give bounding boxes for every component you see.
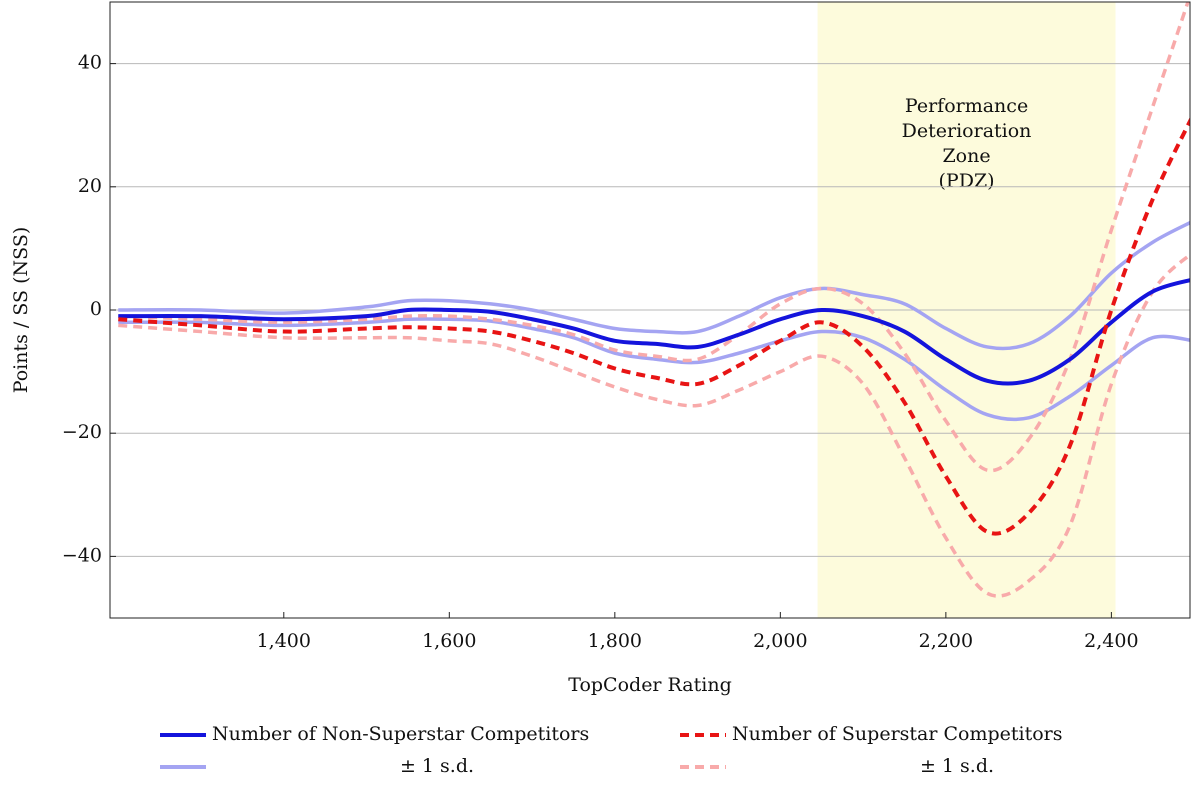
legend-label: Number of Non-Superstar Competitors	[212, 723, 589, 745]
y-tick-label: −20	[62, 421, 102, 443]
grid	[110, 63, 1190, 557]
lines	[118, 2, 1190, 598]
y-tick-label: 20	[78, 175, 102, 197]
series-line	[118, 220, 1190, 351]
y-axis-label: Points / SS (NSS)	[10, 227, 32, 394]
x-tick-label: 2,000	[753, 630, 807, 652]
x-tick-label: 1,400	[257, 630, 311, 652]
x-tick-label: 2,400	[1084, 630, 1138, 652]
y-tick-label: 40	[78, 52, 102, 74]
x-tick-label: 1,800	[588, 630, 642, 652]
series-line	[118, 317, 1190, 422]
series-line	[118, 278, 1190, 386]
x-tick-label: 1,600	[422, 630, 476, 652]
annotation: Deterioration	[902, 120, 1032, 142]
annotation: Performance	[905, 95, 1028, 117]
series-line	[118, 116, 1190, 536]
legend-label: Number of Superstar Competitors	[732, 723, 1063, 745]
legend-label: ± 1 s.d.	[400, 755, 474, 777]
y-tick-label: −40	[62, 544, 102, 566]
legend-label: ± 1 s.d.	[920, 755, 994, 777]
x-tick-label: 2,200	[919, 630, 973, 652]
y-tick-label: 0	[90, 298, 102, 320]
axes: −40 −20 0 20 40 1,400 1,600 1,800 2,000 2,200 2,40…	[62, 52, 1139, 652]
annotation: Zone	[942, 145, 990, 167]
series-line	[118, 252, 1190, 598]
x-axis-label: TopCoder Rating	[568, 674, 732, 696]
annotation: (PDZ)	[939, 170, 995, 192]
